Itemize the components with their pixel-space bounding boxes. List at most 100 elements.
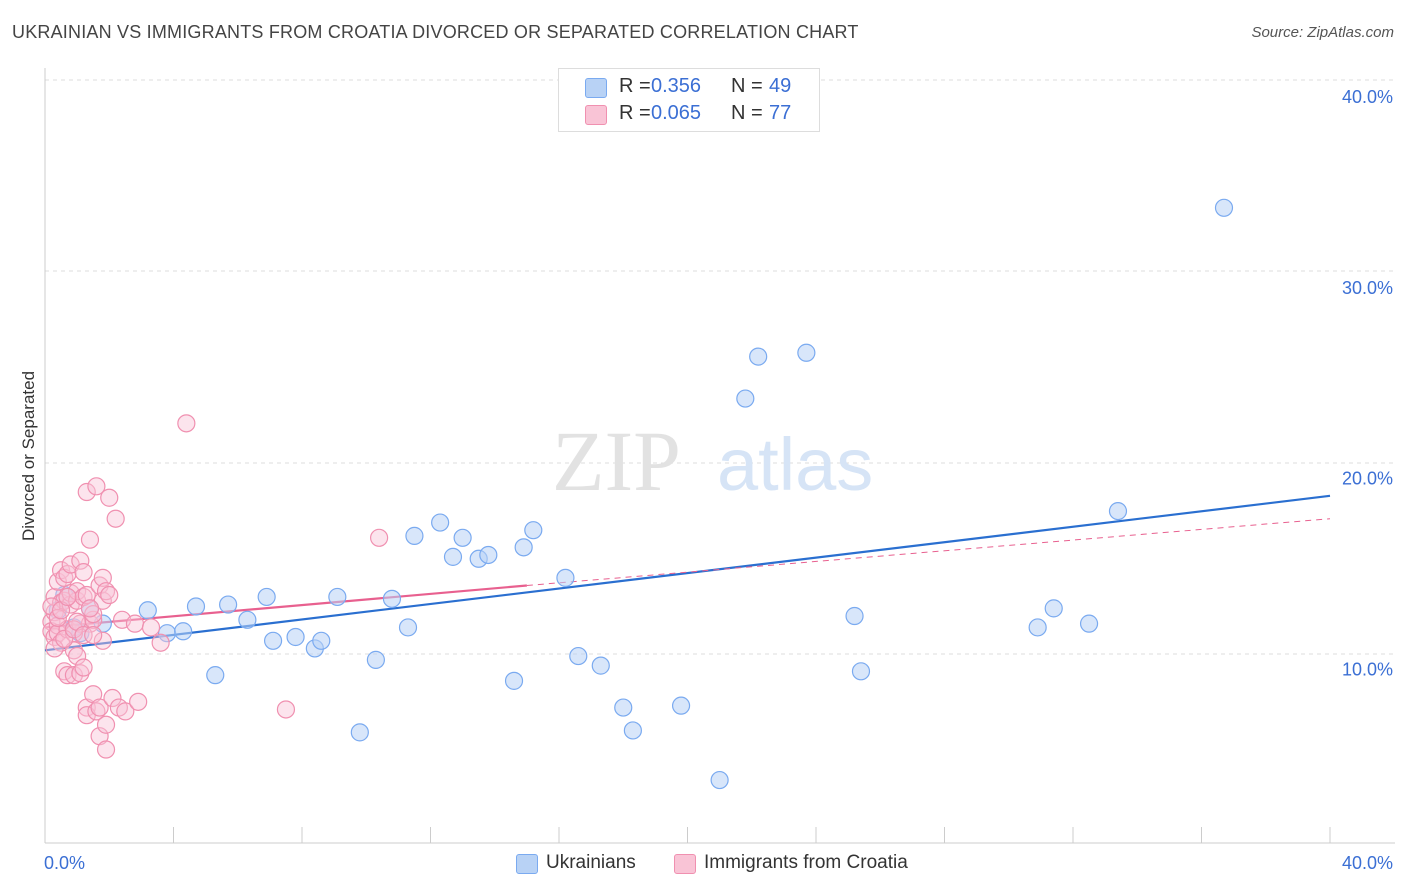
point-ukrainians (366, 650, 385, 669)
watermark: ZIP atlas (552, 413, 873, 509)
point-croatia (68, 646, 87, 666)
point-ukrainians (405, 526, 424, 545)
axes: Divorced or Separated (19, 68, 1395, 844)
point-ukrainians (845, 606, 864, 626)
data-points (42, 198, 1234, 790)
point-ukrainians (219, 595, 238, 614)
point-croatia (80, 530, 100, 549)
point-ukrainians (350, 723, 369, 742)
y-tick-label: 30.0% (1342, 278, 1393, 298)
point-croatia (64, 666, 84, 685)
chart-title: UKRAINIAN VS IMMIGRANTS FROM CROATIA DIV… (12, 22, 859, 42)
point-croatia (45, 639, 64, 658)
point-croatia (71, 664, 90, 683)
point-croatia (55, 629, 74, 648)
watermark-zip: ZIP (552, 413, 681, 509)
point-croatia (58, 564, 77, 584)
point-croatia (93, 568, 112, 587)
point-ukrainians (671, 696, 691, 715)
point-ukrainians (556, 568, 575, 587)
point-ukrainians (504, 671, 524, 690)
point-croatia (74, 658, 93, 677)
point-ukrainians (443, 547, 463, 566)
tick-labels: 10.0% 20.0% 30.0% 40.0% 0.0% 40.0% (44, 87, 1393, 873)
point-croatia (80, 599, 100, 618)
point-croatia (151, 633, 170, 652)
point-croatia (74, 587, 93, 607)
point-ukrainians (614, 698, 633, 717)
point-ukrainians (591, 656, 610, 675)
point-croatia (84, 610, 103, 629)
bottom-legend-label: Ukrainians (546, 852, 636, 873)
point-croatia (87, 477, 106, 496)
n-value: 49 (769, 75, 792, 97)
trend-croatia (44, 584, 527, 629)
y-tick-label: 10.0% (1342, 659, 1393, 679)
point-croatia (96, 740, 116, 759)
source-label: Source: ZipAtlas.com (1251, 24, 1394, 41)
point-croatia (84, 625, 103, 645)
point-croatia (100, 488, 119, 507)
point-ukrainians (286, 627, 305, 647)
point-ukrainians (749, 347, 768, 366)
point-croatia (71, 551, 90, 570)
trend-lines (44, 494, 1331, 652)
r-label: R = (619, 75, 651, 97)
legend-swatch-croatia (585, 105, 607, 125)
y-tick-label: 40.0% (1342, 87, 1393, 107)
bottom-legend-label: Immigrants from Croatia (704, 852, 908, 873)
point-croatia (100, 585, 119, 605)
x-tick-label: 40.0% (1342, 853, 1393, 873)
y-axis-label: Divorced or Separated (19, 371, 38, 541)
point-croatia (141, 618, 161, 637)
point-ukrainians (431, 513, 450, 532)
point-croatia (77, 585, 96, 605)
point-croatia (96, 715, 116, 734)
point-ukrainians (514, 538, 533, 557)
point-croatia (370, 528, 389, 547)
point-croatia (116, 702, 135, 721)
r-label: R = (619, 102, 651, 124)
point-croatia (74, 563, 93, 582)
point-croatia (106, 509, 125, 528)
point-ukrainians (851, 662, 871, 681)
trend-croatia-extension (526, 518, 1331, 586)
point-ukrainians (797, 343, 816, 362)
point-ukrainians (263, 631, 283, 650)
point-ukrainians (312, 631, 331, 650)
point-ukrainians (1108, 501, 1128, 521)
point-ukrainians (453, 528, 472, 547)
point-ukrainians (479, 545, 498, 565)
n-value: 77 (769, 102, 792, 124)
point-croatia (177, 414, 196, 433)
point-croatia (103, 688, 122, 708)
x-tick-label: 0.0% (44, 853, 85, 873)
point-croatia (90, 698, 109, 717)
legend-swatch-ukrainians (585, 78, 607, 98)
n-label: N = (731, 75, 763, 97)
point-croatia (77, 482, 96, 502)
point-ukrainians (328, 587, 347, 607)
point-ukrainians (398, 618, 418, 637)
point-ukrainians (569, 646, 588, 666)
point-ukrainians (736, 389, 755, 408)
point-croatia (93, 631, 112, 650)
point-ukrainians (1028, 618, 1047, 637)
point-ukrainians (524, 521, 543, 540)
point-ukrainians (1044, 599, 1063, 618)
point-ukrainians (138, 601, 157, 620)
point-ukrainians (623, 721, 642, 740)
point-croatia (276, 700, 296, 719)
y-tick-label: 20.0% (1342, 469, 1393, 489)
r-value: 0.065 (651, 102, 702, 124)
point-ukrainians (174, 622, 193, 641)
n-label: N = (731, 102, 763, 124)
grid-lines (45, 79, 1395, 655)
point-croatia (84, 604, 103, 624)
point-croatia (58, 587, 77, 607)
point-ukrainians (206, 666, 225, 685)
point-ukrainians (186, 597, 206, 616)
point-ukrainians (238, 610, 257, 629)
point-ukrainians (382, 589, 402, 608)
